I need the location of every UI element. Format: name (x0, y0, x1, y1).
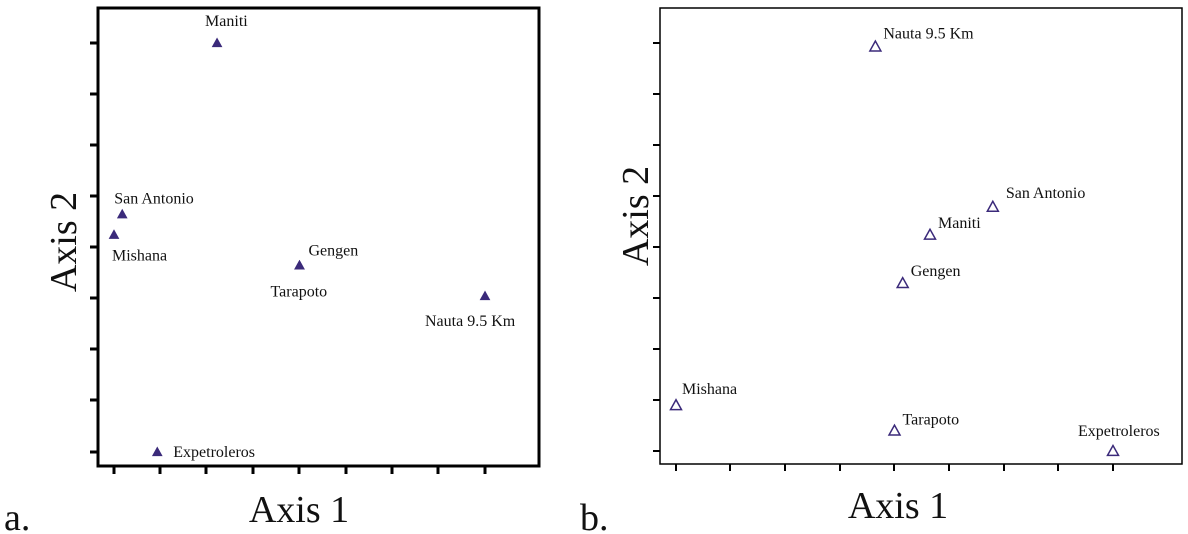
point-label: Maniti (205, 13, 248, 30)
y-axis-ticks-a (90, 41, 98, 454)
triangle-marker (479, 290, 491, 301)
point-label: Tarapoto (903, 412, 960, 429)
y-axis-title-b: Axis 2 (615, 166, 657, 266)
data-point: Gengen (294, 242, 359, 270)
triangle-marker (211, 37, 223, 48)
point-label: Gengen (911, 263, 961, 280)
point-label: Expetroleros (173, 444, 255, 461)
y-axis-title-a: Axis 2 (43, 192, 85, 292)
x-axis-title-a: Axis 1 (249, 489, 349, 531)
data-point: Tarapoto (271, 259, 328, 300)
plot-frame-a (96, 6, 541, 468)
triangle-marker (294, 259, 305, 270)
x-axis-ticks-b (675, 464, 1114, 471)
data-point: Gengen (895, 263, 961, 289)
point-label: Nauta 9.5 Km (425, 313, 516, 330)
panel-label-b: b. (580, 497, 609, 534)
point-label: Gengen (309, 242, 359, 259)
triangle-marker (669, 398, 683, 411)
data-point: Mishana (108, 229, 167, 265)
triangle-marker (108, 229, 120, 239)
point-label: Nauta 9.5 Km (883, 26, 974, 43)
point-label: Mishana (112, 248, 167, 265)
triangle-marker (887, 423, 902, 436)
data-point: Nauta 9.5 Km (868, 26, 974, 52)
point-label: Tarapoto (271, 283, 328, 300)
panel-a: Maniti San Antonio Mishana Gengen Tarapoto Na… (4, 6, 541, 534)
panel-b: Nauta 9.5 Km San Antonio Maniti Gengen Misha… (580, 7, 1183, 534)
x-axis-ticks-a (112, 466, 487, 474)
panel-label-a: a. (4, 497, 30, 534)
data-point: Mishana (669, 381, 737, 411)
point-label: Expetroleros (1078, 423, 1160, 440)
data-point: San Antonio (114, 190, 194, 219)
series-points-a: Maniti San Antonio Mishana Gengen Tarapoto Na… (108, 13, 516, 461)
triangle-marker (116, 208, 128, 219)
triangle-marker (1106, 443, 1120, 457)
y-axis-ticks-b (653, 42, 660, 452)
data-point: Expetroleros (1078, 423, 1160, 457)
point-label: Mishana (682, 381, 737, 398)
data-point: Maniti (205, 13, 248, 48)
data-point: San Antonio (986, 185, 1086, 212)
point-label: San Antonio (114, 190, 194, 207)
point-label: Maniti (938, 215, 981, 232)
triangle-marker (895, 276, 910, 289)
triangle-marker (151, 446, 163, 457)
plot-frame-b (659, 7, 1183, 465)
data-point: Maniti (923, 215, 981, 240)
series-points-b: Nauta 9.5 Km San Antonio Maniti Gengen Misha… (669, 26, 1160, 457)
triangle-marker (923, 227, 937, 240)
point-label: San Antonio (1006, 185, 1086, 202)
data-point: Tarapoto (887, 412, 960, 436)
triangle-marker (868, 39, 883, 52)
data-point: Nauta 9.5 Km (425, 290, 516, 330)
data-point: Expetroleros (151, 444, 255, 461)
x-axis-title-b: Axis 1 (848, 485, 948, 527)
triangle-marker (986, 199, 1000, 212)
